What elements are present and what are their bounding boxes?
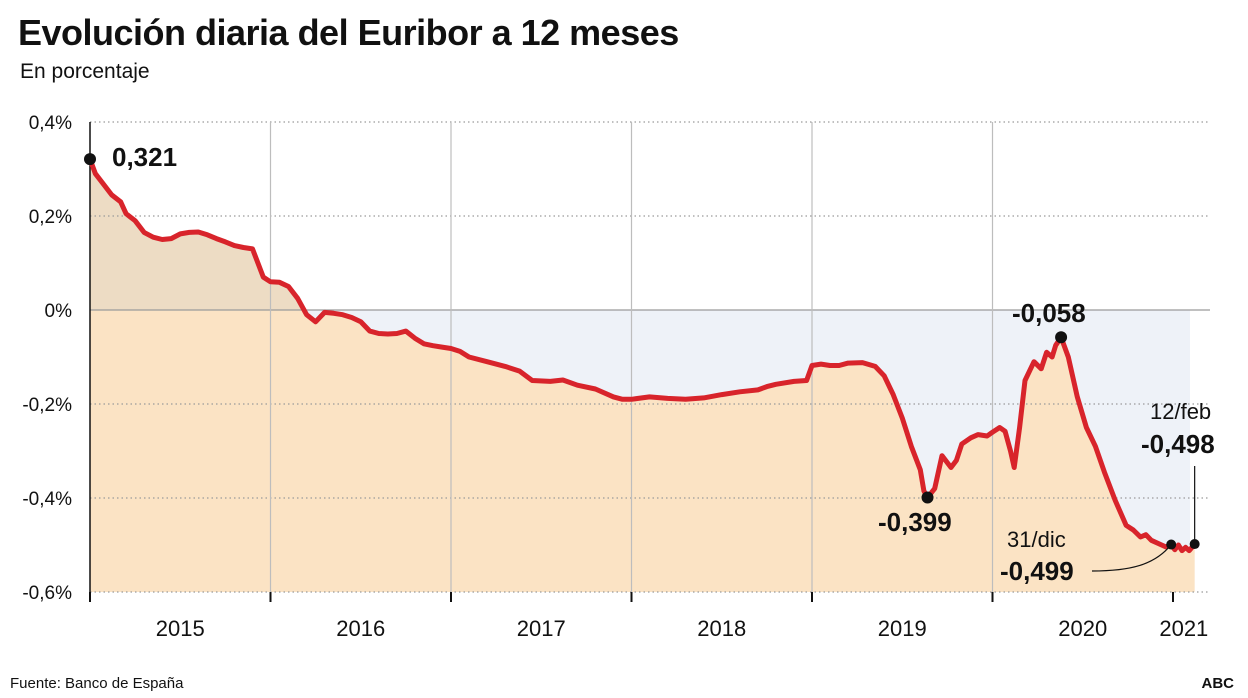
annotation-value-min-2019: -0,399 bbox=[878, 507, 952, 537]
x-tick-labels: 2015 2016 2017 2018 2019 2020 2021 bbox=[156, 616, 1209, 641]
y-tick-labels: 0,4% 0,2% 0% -0,2% -0,4% -0,6% bbox=[22, 113, 72, 604]
x-tick-label-2019: 2019 bbox=[878, 616, 927, 641]
annotation-leaders bbox=[1091, 466, 1196, 572]
y-tick-label-3: -0,2% bbox=[22, 395, 72, 416]
annotation-markers bbox=[84, 153, 1200, 550]
x-tick-label-2018: 2018 bbox=[697, 616, 746, 641]
x-tick-label-2015: 2015 bbox=[156, 616, 205, 641]
marker-peak-2020 bbox=[1055, 331, 1068, 344]
annotation-date-dec-31: 31/dic bbox=[1007, 527, 1066, 552]
chart-title: Evolución diaria del Euribor a 12 meses bbox=[18, 12, 679, 53]
y-tick-label-4: -0,4% bbox=[22, 489, 72, 510]
x-tick-label-2021: 2021 bbox=[1159, 616, 1208, 641]
x-tick-label-2020: 2020 bbox=[1058, 616, 1107, 641]
y-tick-label-5: -0,6% bbox=[22, 583, 72, 604]
leader-dec-31 bbox=[1091, 544, 1172, 572]
marker-feb-12 bbox=[1189, 539, 1200, 550]
y-tick-label-0: 0,4% bbox=[29, 113, 72, 134]
annotation-date-feb-12: 12/feb bbox=[1150, 399, 1211, 424]
area-fill-negative bbox=[90, 310, 1195, 592]
brand-logo-text: ABC bbox=[1201, 675, 1235, 692]
annotation-labels: 0,321 -0,399 -0,058 31/dic -0,499 12/feb… bbox=[112, 142, 1215, 586]
source-note: Fuente: Banco de España bbox=[10, 675, 184, 692]
area-fills bbox=[90, 159, 1195, 592]
annotation-value-start: 0,321 bbox=[112, 142, 177, 172]
marker-min-2019 bbox=[921, 491, 934, 504]
vertical-gridlines bbox=[269, 122, 994, 592]
y-tick-label-1: 0,2% bbox=[29, 207, 72, 228]
x-tick-label-2016: 2016 bbox=[336, 616, 385, 641]
horizontal-gridlines bbox=[90, 121, 1210, 593]
annotation-value-feb-12: -0,498 bbox=[1141, 429, 1215, 459]
annotation-value-peak-2020: -0,058 bbox=[1012, 298, 1086, 328]
x-axis bbox=[89, 122, 1174, 602]
chart-subtitle: En porcentaje bbox=[20, 60, 150, 83]
marker-start bbox=[84, 153, 96, 166]
y-tick-label-2: 0% bbox=[45, 301, 73, 322]
marker-dec-31 bbox=[1166, 539, 1177, 550]
annotation-value-dec-31: -0,499 bbox=[1000, 556, 1074, 586]
x-tick-label-2017: 2017 bbox=[517, 616, 566, 641]
